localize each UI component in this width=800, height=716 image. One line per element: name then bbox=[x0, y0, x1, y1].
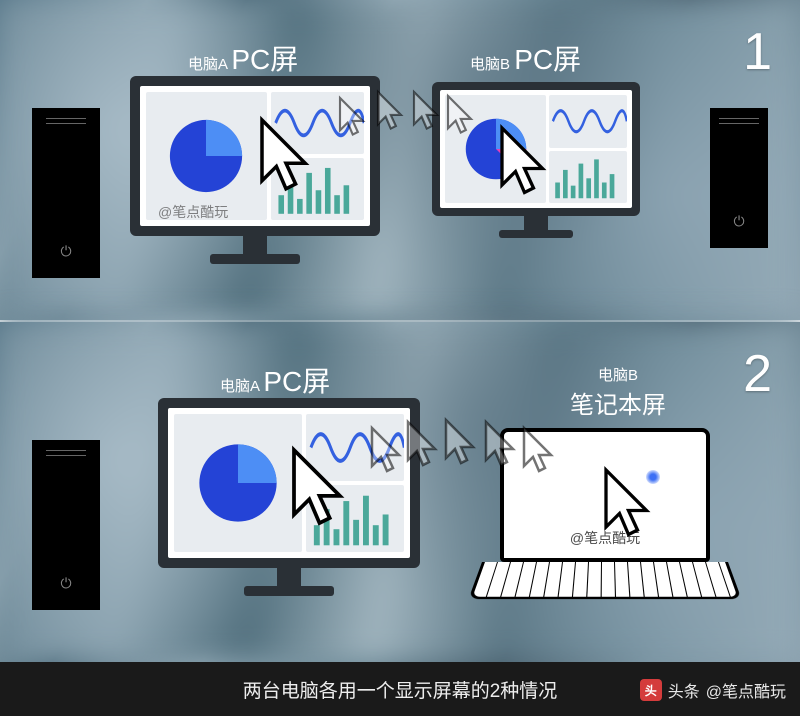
attribution: 头 头条 @笔点酷玩 bbox=[640, 678, 786, 702]
cursor-trail bbox=[0, 0, 800, 320]
caption-bar: 两台电脑各用一个显示屏幕的2种情况 头 头条 @笔点酷玩 bbox=[0, 662, 800, 716]
attribution-prefix: 头条 bbox=[668, 678, 700, 702]
attribution-handle: @笔点酷玩 bbox=[706, 678, 786, 702]
scenario-panel-2: 2 电脑A PC屏 bbox=[0, 322, 800, 662]
toutiao-logo-icon: 头 bbox=[640, 679, 662, 701]
caption-text: 两台电脑各用一个显示屏幕的2种情况 bbox=[243, 676, 558, 703]
cursor-trail-2 bbox=[0, 322, 800, 662]
scenario-panel-1: 1 电脑A PC屏 bbox=[0, 0, 800, 320]
